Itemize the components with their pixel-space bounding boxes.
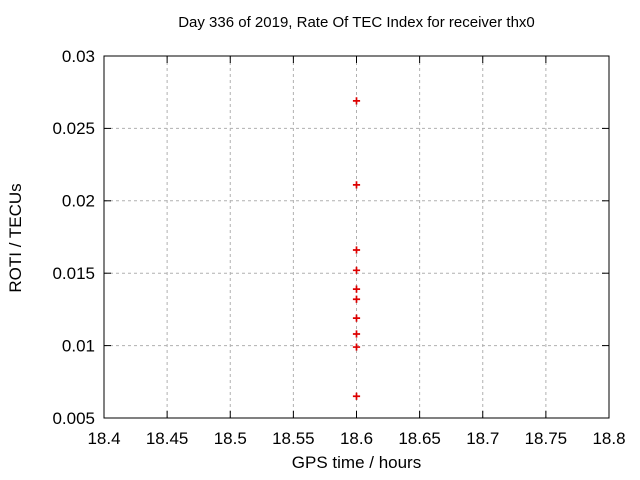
- plot-border: [103, 55, 610, 419]
- data-point-marker: [352, 343, 361, 351]
- data-point-marker: [352, 314, 361, 322]
- x-axis-title: GPS time / hours: [291, 453, 422, 472]
- y-tick-label: 0.015: [52, 264, 95, 283]
- x-tick-label: 18.75: [525, 429, 568, 448]
- x-tick-label: 18.45: [146, 429, 189, 448]
- data-point-marker: [352, 330, 361, 338]
- x-tick-label: 18.8: [592, 429, 625, 448]
- data-point-marker: [352, 181, 361, 189]
- data-point-marker: [352, 392, 361, 400]
- x-tick-label: 18.4: [87, 429, 120, 448]
- data-point-marker: [352, 285, 361, 293]
- data-point-marker: [352, 246, 361, 254]
- x-tick-label: 18.7: [466, 429, 499, 448]
- y-tick-label: 0.02: [62, 192, 95, 211]
- y-tick-label: 0.01: [62, 336, 95, 355]
- y-tick-label: 0.005: [52, 409, 95, 428]
- data-point-marker: [352, 97, 361, 105]
- x-tick-label: 18.5: [214, 429, 247, 448]
- x-tick-label: 18.6: [340, 429, 373, 448]
- x-tick-label: 18.65: [398, 429, 441, 448]
- y-tick-label: 0.025: [52, 119, 95, 138]
- y-axis-title: ROTI / TECUs: [6, 183, 25, 293]
- x-tick-label: 18.55: [272, 429, 315, 448]
- data-point-marker: [352, 295, 361, 303]
- y-tick-label: 0.03: [62, 47, 95, 66]
- data-point-marker: [352, 266, 361, 274]
- chart-title: Day 336 of 2019, Rate Of TEC Index for r…: [178, 14, 535, 31]
